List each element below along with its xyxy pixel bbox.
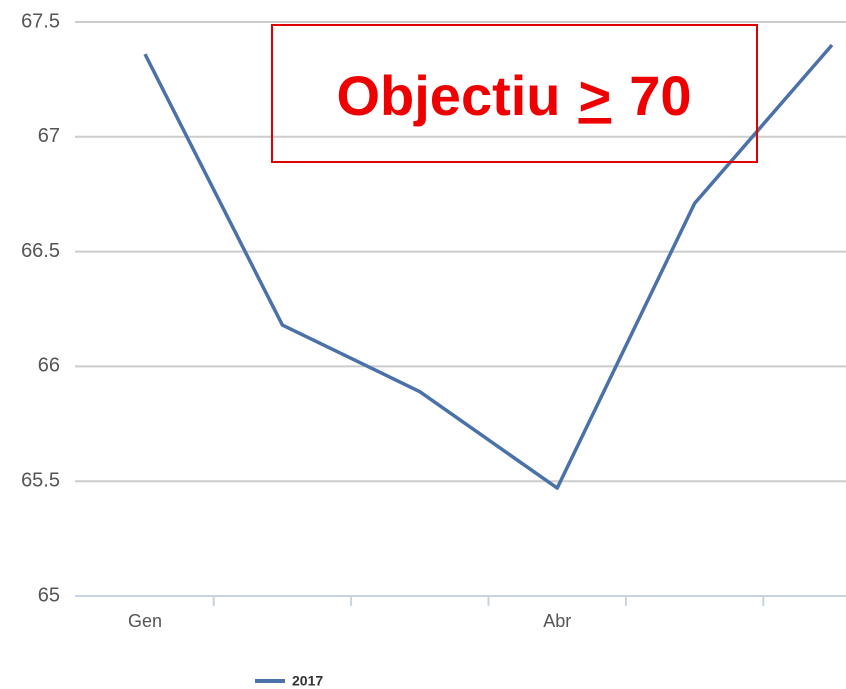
x-tick-label: Abr: [543, 611, 571, 631]
annotation-value: 70: [629, 64, 691, 127]
y-tick-label: 67.5: [21, 10, 60, 32]
annotation: Objectiu >70: [336, 64, 691, 127]
y-tick-label: 66: [38, 355, 60, 377]
y-tick-label: 65: [38, 584, 60, 606]
y-tick-label: 66.5: [21, 240, 60, 262]
line: [143, 43, 834, 490]
y-tick-label: 65.5: [21, 469, 60, 491]
legend-label: 2017: [292, 673, 323, 689]
annotation-box: [271, 24, 758, 163]
y-tick-label: 67: [38, 125, 60, 147]
annotation-text: Objectiu: [336, 64, 560, 127]
x-tick-label: Gen: [128, 611, 162, 631]
annotation-symbol: >: [579, 64, 612, 127]
